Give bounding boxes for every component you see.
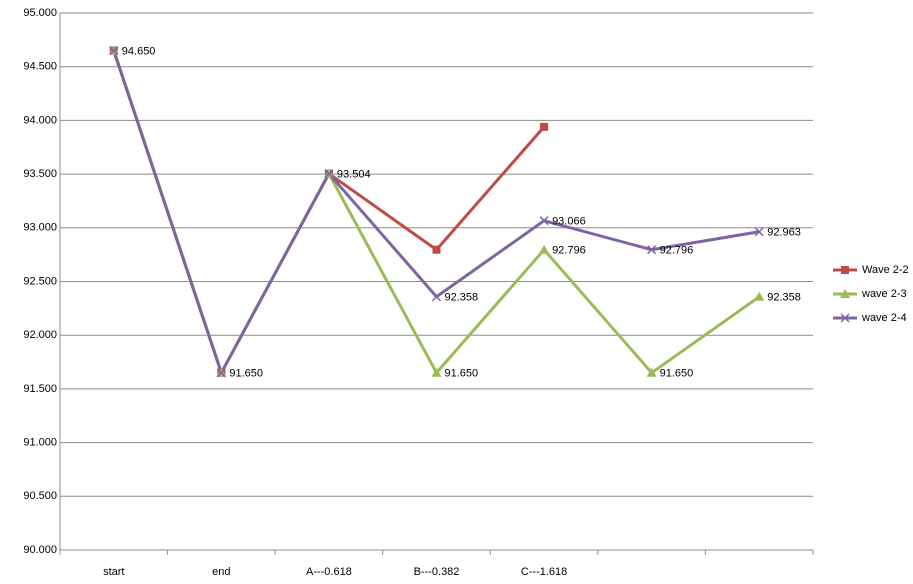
data-label: 91.650 (229, 368, 263, 380)
point-marker (754, 227, 764, 237)
point-marker (432, 245, 441, 254)
x-tick-label: B---0.382 (414, 566, 460, 578)
point-marker (109, 46, 119, 56)
legend-marker (841, 266, 849, 274)
legend-marker (840, 289, 850, 298)
y-tick-label: 91.000 (23, 437, 57, 449)
y-tick-label: 94.500 (23, 61, 57, 73)
y-tick-label: 95.000 (23, 7, 57, 19)
y-tick-label: 90.500 (23, 490, 57, 502)
series-line (112, 50, 760, 377)
y-tick-label: 92.000 (23, 329, 57, 341)
y-tick-label: 90.000 (23, 544, 57, 556)
data-label: 92.358 (767, 292, 801, 304)
data-label: 93.066 (552, 216, 586, 228)
data-label: 91.650 (445, 368, 479, 380)
legend-marker (840, 313, 850, 323)
point-marker (540, 122, 549, 131)
y-tick-label: 94.000 (23, 114, 57, 126)
x-tick-label: start (103, 566, 124, 578)
point-marker (216, 368, 226, 378)
legend-label: wave 2-3 (861, 288, 907, 300)
series-line (112, 50, 761, 377)
data-label: 92.358 (445, 292, 479, 304)
legend-label: wave 2-4 (861, 312, 907, 324)
y-tick-label: 91.500 (23, 383, 57, 395)
x-tick-label: A---0.618 (306, 566, 352, 578)
y-tick-label: 93.000 (23, 222, 57, 234)
point-marker (539, 244, 550, 254)
data-label: 92.796 (660, 245, 694, 257)
data-label: 94.650 (122, 45, 156, 57)
x-tick-label: end (212, 566, 230, 578)
data-label: 92.963 (767, 227, 801, 239)
point-marker (647, 245, 657, 255)
x-tick-label: C---1.618 (521, 566, 567, 578)
point-marker (431, 292, 442, 302)
y-tick-label: 93.500 (23, 168, 57, 180)
point-marker (646, 367, 657, 377)
data-label: 91.650 (660, 368, 694, 380)
point-marker (754, 291, 765, 301)
legend-label: Wave 2-2 (862, 264, 909, 276)
point-marker (539, 216, 549, 226)
point-marker (431, 367, 442, 377)
point-marker (324, 169, 334, 179)
y-tick-label: 92.500 (23, 275, 57, 287)
data-label: 92.796 (552, 245, 586, 257)
data-label: 93.504 (337, 169, 371, 181)
